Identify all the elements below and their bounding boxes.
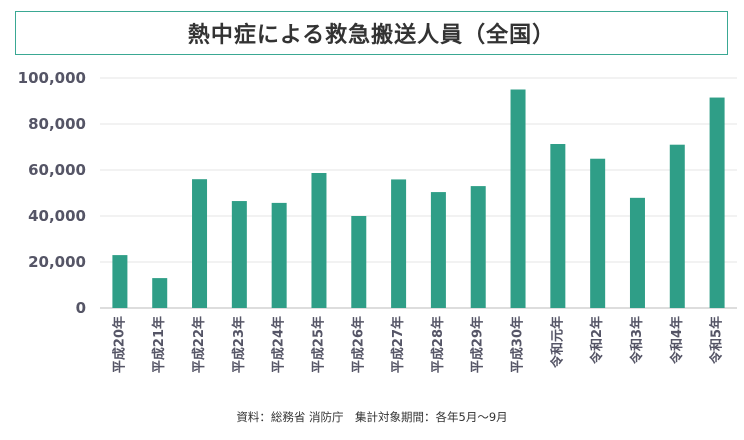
x-tick-label: 平成20年 — [111, 316, 127, 373]
y-tick-label: 40,000 — [28, 207, 86, 225]
bar — [629, 197, 645, 308]
y-tick-label: 0 — [76, 299, 86, 317]
x-tick-label: 令和3年 — [629, 316, 645, 364]
y-tick-label: 80,000 — [28, 115, 86, 133]
bar — [669, 144, 685, 308]
x-tick-label: 平成27年 — [390, 316, 406, 373]
bar — [510, 89, 526, 308]
x-tick-label: 平成25年 — [310, 316, 326, 373]
bar — [709, 97, 725, 308]
y-tick-label: 60,000 — [28, 161, 86, 179]
bar — [550, 144, 566, 308]
bar — [351, 216, 367, 308]
x-tick-label: 平成24年 — [271, 316, 287, 373]
y-tick-label: 100,000 — [18, 69, 86, 87]
x-tick-label: 平成21年 — [151, 316, 167, 373]
x-tick-label: 平成28年 — [430, 316, 446, 373]
bar — [231, 201, 247, 308]
bar — [192, 179, 208, 308]
x-tick-label: 平成22年 — [191, 316, 207, 373]
bar — [430, 192, 446, 308]
bar — [470, 186, 486, 308]
chart-title-box: 熱中症による救急搬送人員（全国） — [15, 11, 728, 55]
bar — [152, 278, 168, 308]
x-tick-label: 平成23年 — [231, 316, 247, 373]
bar — [112, 255, 128, 308]
chart-title: 熱中症による救急搬送人員（全国） — [187, 23, 556, 48]
chart-source-note: 資料：総務省 消防庁 集計対象期間：各年5月～9月 — [236, 410, 508, 424]
x-tick-label: 平成29年 — [470, 316, 486, 373]
x-tick-label: 令和2年 — [589, 316, 605, 364]
x-tick-label: 平成26年 — [350, 316, 366, 373]
bar — [391, 179, 407, 308]
x-tick-label: 令和5年 — [709, 316, 725, 364]
bar — [311, 172, 327, 308]
bar — [271, 202, 287, 308]
y-tick-label: 20,000 — [28, 253, 86, 271]
bar — [590, 158, 606, 308]
x-tick-label: 令和元年 — [549, 316, 565, 368]
x-tick-label: 平成30年 — [510, 316, 526, 373]
x-tick-label: 令和4年 — [669, 316, 685, 364]
